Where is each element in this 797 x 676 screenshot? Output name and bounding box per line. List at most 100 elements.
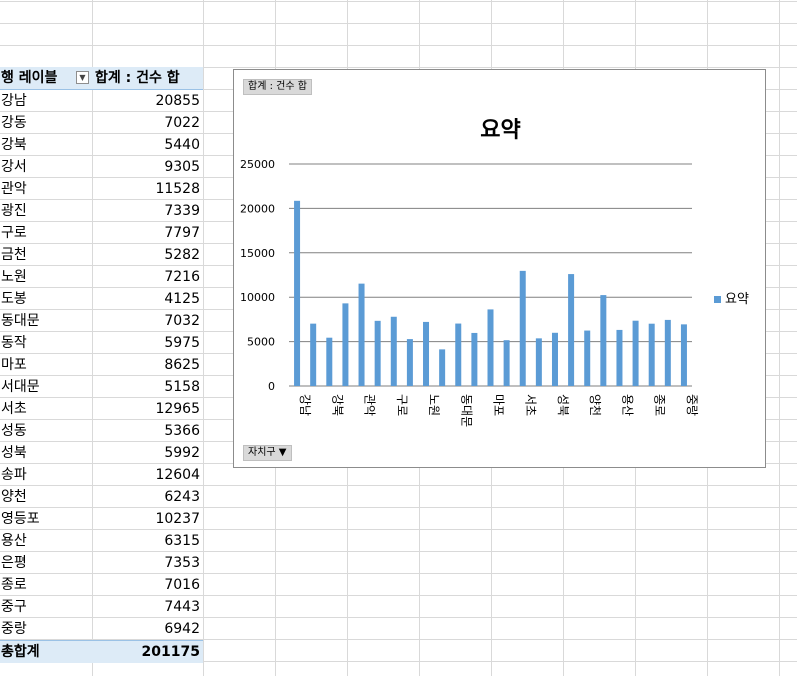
row-label: 동대문	[1, 313, 40, 329]
bar[interactable]	[487, 309, 494, 386]
row-label: 강북	[1, 137, 27, 153]
x-tick-label: 용산	[620, 394, 634, 416]
dropdown-arrow-icon: ▼	[278, 447, 287, 458]
pivot-row[interactable]: 양천 6243	[0, 486, 203, 508]
bar[interactable]	[648, 323, 655, 386]
pivot-row[interactable]: 금천 5282	[0, 244, 203, 266]
pivot-row[interactable]: 성동 5366	[0, 420, 203, 442]
pivot-header-row: 행 레이블 ▼ 합계 : 건수 합	[0, 67, 203, 90]
pivot-row[interactable]: 중구 7443	[0, 596, 203, 618]
row-label: 양천	[1, 489, 27, 505]
bar[interactable]	[455, 323, 462, 386]
row-value: 7353	[164, 555, 200, 571]
row-value: 12965	[155, 401, 200, 417]
pivot-row[interactable]: 강서 9305	[0, 156, 203, 178]
x-tick-label: 양천	[588, 394, 603, 416]
row-label: 관악	[1, 181, 27, 197]
row-label: 서초	[1, 401, 27, 417]
pivot-table: 행 레이블 ▼ 합계 : 건수 합 강남 20855 강동 7022 강북 5440 강서 9…	[0, 67, 203, 663]
pivot-row[interactable]: 은평 7353	[0, 552, 203, 574]
pivot-row[interactable]: 강북 5440	[0, 134, 203, 156]
row-label: 송파	[1, 467, 27, 483]
pivot-row[interactable]: 영등포 10237	[0, 508, 203, 530]
pivot-row[interactable]: 동대문 7032	[0, 310, 203, 332]
bar[interactable]	[406, 339, 413, 386]
bar[interactable]	[390, 316, 397, 386]
row-label: 노원	[1, 269, 27, 285]
row-label: 서대문	[1, 379, 40, 395]
pivot-chart[interactable]: 합계 : 건수 합 요약 0 5000 10000 15000 20000 25000 강남…	[233, 69, 766, 468]
bar[interactable]	[374, 320, 381, 386]
bar[interactable]	[680, 324, 687, 386]
pivot-row[interactable]: 종로 7016	[0, 574, 203, 596]
pivot-row[interactable]: 서초 12965	[0, 398, 203, 420]
row-label: 도봉	[1, 291, 27, 307]
bar[interactable]	[600, 295, 607, 386]
pivot-row[interactable]: 도봉 4125	[0, 288, 203, 310]
row-value: 5282	[164, 247, 200, 263]
row-label: 동작	[1, 335, 27, 351]
x-tick-label: 마포	[492, 394, 506, 416]
y-tick-label: 5000	[247, 336, 275, 349]
bar[interactable]	[535, 338, 542, 386]
row-value: 5158	[164, 379, 200, 395]
pivot-row[interactable]: 구로 7797	[0, 222, 203, 244]
bar[interactable]	[503, 340, 510, 386]
pivot-row[interactable]: 중랑 6942	[0, 618, 203, 640]
pivot-row[interactable]: 강동 7022	[0, 112, 203, 134]
axis-field-button[interactable]: 자치구 ▼	[243, 445, 292, 461]
x-tick-label: 동대문	[459, 394, 473, 427]
bar[interactable]	[342, 303, 349, 386]
pivot-row[interactable]: 송파 12604	[0, 464, 203, 486]
row-label: 중랑	[1, 621, 27, 637]
row-value: 11528	[155, 181, 200, 197]
bar[interactable]	[519, 270, 526, 386]
bar[interactable]	[616, 329, 623, 386]
row-label: 용산	[1, 533, 27, 549]
bar[interactable]	[551, 332, 558, 386]
pivot-row[interactable]: 노원 7216	[0, 266, 203, 288]
bar-plot: 0 5000 10000 15000 20000 25000 강남 강북 관악 구로 노원 동대문 마포…	[240, 158, 699, 427]
axis-field-label: 자치구	[248, 447, 276, 458]
bar[interactable]	[423, 321, 430, 386]
row-value: 12604	[155, 467, 200, 483]
pivot-rows: 강남 20855 강동 7022 강북 5440 강서 9305 관악 11528 광진 7339 구로…	[0, 90, 203, 640]
bar[interactable]	[471, 332, 478, 386]
pivot-row[interactable]: 관악 11528	[0, 178, 203, 200]
bar[interactable]	[584, 330, 591, 386]
dropdown-arrow-icon[interactable]: ▼	[76, 71, 89, 84]
row-value: 10237	[155, 511, 200, 527]
pivot-row[interactable]: 성북 5992	[0, 442, 203, 464]
sum-field-header: 합계 : 건수 합	[95, 70, 180, 86]
bar[interactable]	[439, 349, 446, 386]
row-label: 영등포	[1, 511, 40, 527]
row-value: 7016	[164, 577, 200, 593]
pivot-row[interactable]: 서대문 5158	[0, 376, 203, 398]
value-field-button[interactable]: 합계 : 건수 합	[243, 79, 312, 95]
legend-swatch	[714, 296, 721, 303]
pivot-row[interactable]: 동작 5975	[0, 332, 203, 354]
row-value: 7339	[164, 203, 200, 219]
row-value: 8625	[164, 357, 200, 373]
row-label: 구로	[1, 225, 27, 241]
pivot-row[interactable]: 광진 7339	[0, 200, 203, 222]
pivot-row[interactable]: 용산 6315	[0, 530, 203, 552]
row-label: 금천	[1, 247, 27, 263]
row-value: 9305	[164, 159, 200, 175]
bar[interactable]	[568, 274, 575, 386]
bar[interactable]	[326, 337, 333, 386]
bar[interactable]	[358, 283, 365, 386]
pivot-row[interactable]: 마포 8625	[0, 354, 203, 376]
bar[interactable]	[664, 319, 671, 386]
pivot-row[interactable]: 강남 20855	[0, 90, 203, 112]
x-tick-label: 구로	[395, 394, 409, 416]
bar[interactable]	[310, 323, 317, 386]
row-value: 5366	[164, 423, 200, 439]
total-value: 201175	[141, 644, 200, 660]
bar[interactable]	[294, 200, 301, 386]
row-label: 광진	[1, 203, 27, 219]
row-value: 6243	[164, 489, 200, 505]
row-value: 7216	[164, 269, 200, 285]
x-tick-label: 중랑	[685, 394, 699, 416]
bar[interactable]	[632, 320, 639, 386]
